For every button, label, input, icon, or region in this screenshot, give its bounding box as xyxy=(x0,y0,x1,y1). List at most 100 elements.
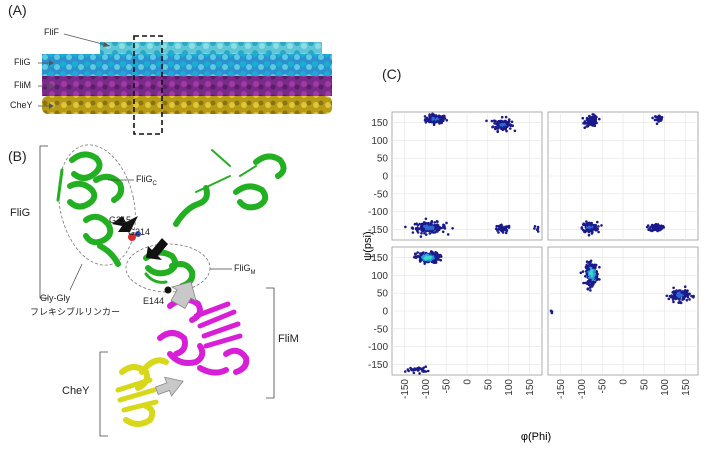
data-point xyxy=(422,366,425,370)
data-point xyxy=(509,127,512,130)
data-point xyxy=(676,293,679,296)
data-point xyxy=(589,284,593,287)
data-point xyxy=(510,120,514,124)
data-point xyxy=(431,116,435,120)
x-tick-label: 150 xyxy=(525,379,536,396)
data-point xyxy=(588,272,592,275)
data-point xyxy=(413,255,416,259)
data-point xyxy=(504,115,508,119)
arrow-flif xyxy=(63,33,111,47)
data-point xyxy=(685,292,688,296)
panel-b-label: (B) xyxy=(8,148,27,164)
data-point xyxy=(431,251,435,255)
data-point xyxy=(533,225,537,228)
data-point xyxy=(596,272,599,276)
data-point xyxy=(596,220,599,224)
data-point xyxy=(434,114,438,118)
data-point xyxy=(657,120,660,123)
data-point xyxy=(411,231,415,234)
data-point xyxy=(656,228,659,231)
data-point xyxy=(420,253,423,257)
data-point xyxy=(496,122,500,126)
fligc-structure xyxy=(56,151,125,267)
chey-bracket xyxy=(99,351,108,437)
data-point xyxy=(436,253,440,256)
data-point xyxy=(659,119,662,122)
label-flig-a: FliG xyxy=(14,57,31,67)
data-point xyxy=(667,297,671,301)
point-cluster xyxy=(404,217,454,238)
ring-fliG xyxy=(42,54,332,76)
data-point xyxy=(589,289,592,292)
data-point xyxy=(439,253,442,257)
data-point xyxy=(497,231,500,234)
data-point xyxy=(657,116,660,120)
panel-a-figure xyxy=(38,33,332,135)
data-point xyxy=(658,114,661,118)
data-point xyxy=(430,113,434,117)
arrow-g214 xyxy=(146,238,168,260)
data-point xyxy=(579,271,583,275)
data-point xyxy=(420,231,423,235)
y-tick-label: 50 xyxy=(377,154,389,165)
data-point xyxy=(665,294,669,298)
data-point xyxy=(504,125,508,129)
data-point xyxy=(416,224,420,227)
flig-bracket xyxy=(39,145,48,299)
data-point xyxy=(588,276,591,279)
data-point xyxy=(688,298,691,301)
x-tick-label: -150 xyxy=(400,379,411,399)
label-gly-gly: Gly-Gly xyxy=(40,293,70,303)
data-point xyxy=(672,286,675,290)
data-point xyxy=(435,117,439,120)
data-point xyxy=(434,225,438,228)
y-tick-label: -50 xyxy=(374,324,389,335)
data-point xyxy=(417,255,421,258)
point-cluster xyxy=(413,250,443,265)
x-tick-label: 50 xyxy=(639,379,650,391)
data-point xyxy=(424,365,428,369)
ring-cheY xyxy=(42,96,332,114)
data-point xyxy=(433,227,437,230)
data-point xyxy=(589,224,593,227)
data-point xyxy=(427,259,430,262)
data-point xyxy=(451,227,454,230)
data-point xyxy=(593,264,597,267)
data-point xyxy=(592,113,595,116)
data-point xyxy=(594,118,598,121)
linker-dot-red xyxy=(128,233,136,241)
x-tick-label: 150 xyxy=(681,379,692,396)
point-cluster xyxy=(665,285,695,305)
y-tick-label: 100 xyxy=(371,271,388,282)
data-point xyxy=(437,225,441,229)
x-tick-label: -100 xyxy=(421,379,432,399)
data-point xyxy=(426,253,430,257)
data-point xyxy=(595,270,598,273)
data-point xyxy=(424,370,428,373)
x-tick-label: 0 xyxy=(619,379,630,385)
point-cluster xyxy=(580,220,603,237)
data-point xyxy=(584,275,587,278)
data-point xyxy=(501,229,505,233)
data-point xyxy=(445,221,448,225)
data-point xyxy=(509,124,512,128)
data-point xyxy=(437,120,440,124)
data-point xyxy=(590,118,593,121)
data-point xyxy=(504,228,508,232)
data-point xyxy=(420,223,424,227)
data-point xyxy=(513,129,517,133)
arrow-gray-chey xyxy=(154,376,184,397)
label-flif: FliF xyxy=(44,27,59,37)
highlight-box xyxy=(133,35,163,135)
data-point xyxy=(670,294,673,297)
data-point xyxy=(422,254,426,258)
data-point xyxy=(581,116,585,120)
data-point xyxy=(686,295,690,299)
data-point xyxy=(589,264,593,267)
x-tick-label: 100 xyxy=(504,379,515,396)
label-flig-b: FliG xyxy=(10,207,31,219)
linker-dot-blue xyxy=(135,231,141,237)
data-point xyxy=(433,120,436,124)
data-point xyxy=(429,255,432,259)
data-point xyxy=(425,222,428,225)
